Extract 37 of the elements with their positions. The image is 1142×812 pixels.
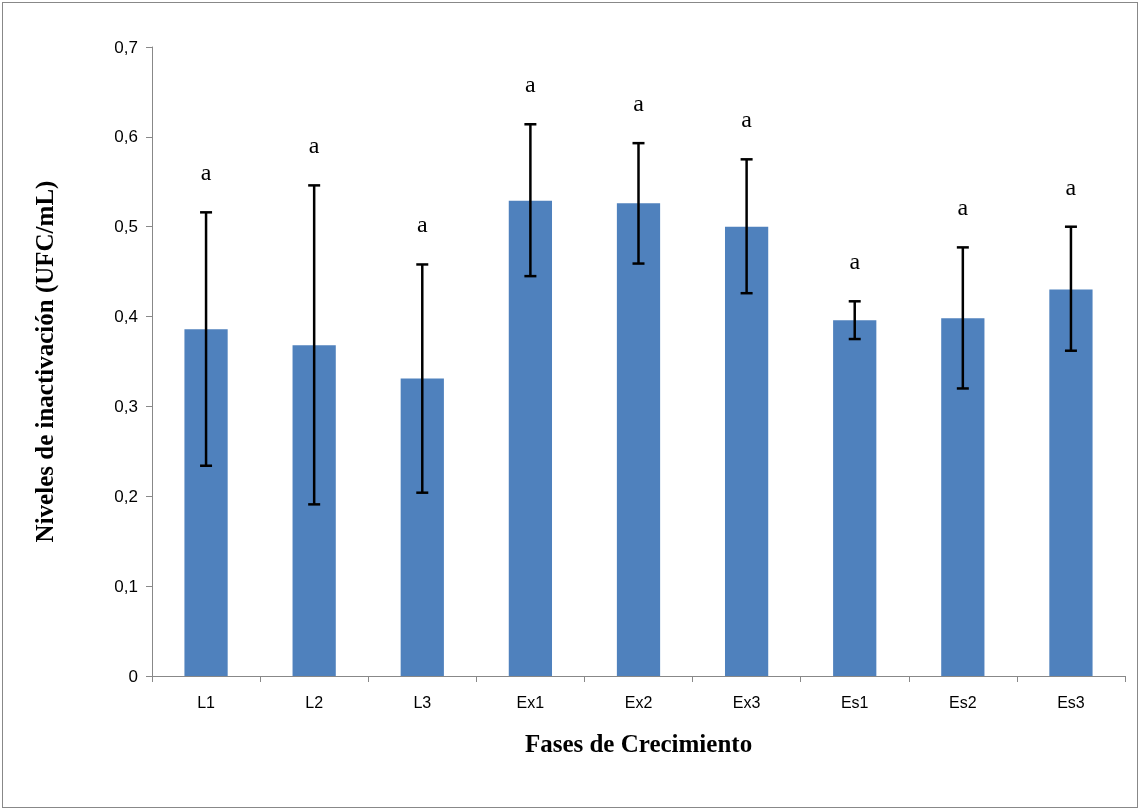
y-tick-label: 0	[128, 666, 138, 686]
annotation: a	[525, 71, 537, 98]
bar	[184, 329, 228, 676]
bar	[508, 200, 553, 676]
x-tick-label: Ex3	[732, 693, 761, 711]
x-tick-label: L2	[305, 693, 324, 711]
x-tick-label: Ex1	[516, 693, 545, 711]
annotation: a	[416, 211, 428, 238]
x-tick-label: L1	[197, 693, 216, 711]
bar	[400, 378, 444, 676]
annotation: a	[849, 248, 861, 275]
bar	[1049, 289, 1093, 676]
annotation: a	[957, 194, 969, 221]
annotation: a	[741, 106, 753, 133]
bar	[616, 203, 661, 676]
x-axis-title: Fases de Crecimiento	[524, 730, 753, 757]
y-tick-label: 0,6	[114, 127, 138, 147]
annotation: a	[1065, 173, 1077, 200]
x-tick-label: L3	[413, 693, 432, 711]
bar	[833, 320, 877, 676]
y-axis-title: Niveles de inactivación (UFC/mL)	[31, 180, 59, 543]
annotation: a	[633, 90, 645, 117]
x-tick-label: Es3	[1057, 693, 1085, 711]
bar	[941, 318, 985, 676]
x-tick-label: Ex2	[624, 693, 653, 711]
y-tick-label: 0,3	[114, 396, 138, 416]
bar	[724, 226, 769, 676]
annotation: a	[200, 159, 212, 186]
y-tick-label: 0,1	[114, 576, 138, 596]
y-tick-label: 0,5	[114, 217, 138, 237]
y-tick-label: 0,2	[114, 486, 138, 506]
x-tick-label: Es1	[840, 693, 869, 711]
annotation: a	[308, 132, 320, 159]
y-tick-label: 0,4	[114, 307, 138, 327]
x-tick-label: Es2	[949, 693, 977, 711]
y-tick-label: 0,7	[114, 37, 138, 57]
bar	[292, 345, 336, 676]
